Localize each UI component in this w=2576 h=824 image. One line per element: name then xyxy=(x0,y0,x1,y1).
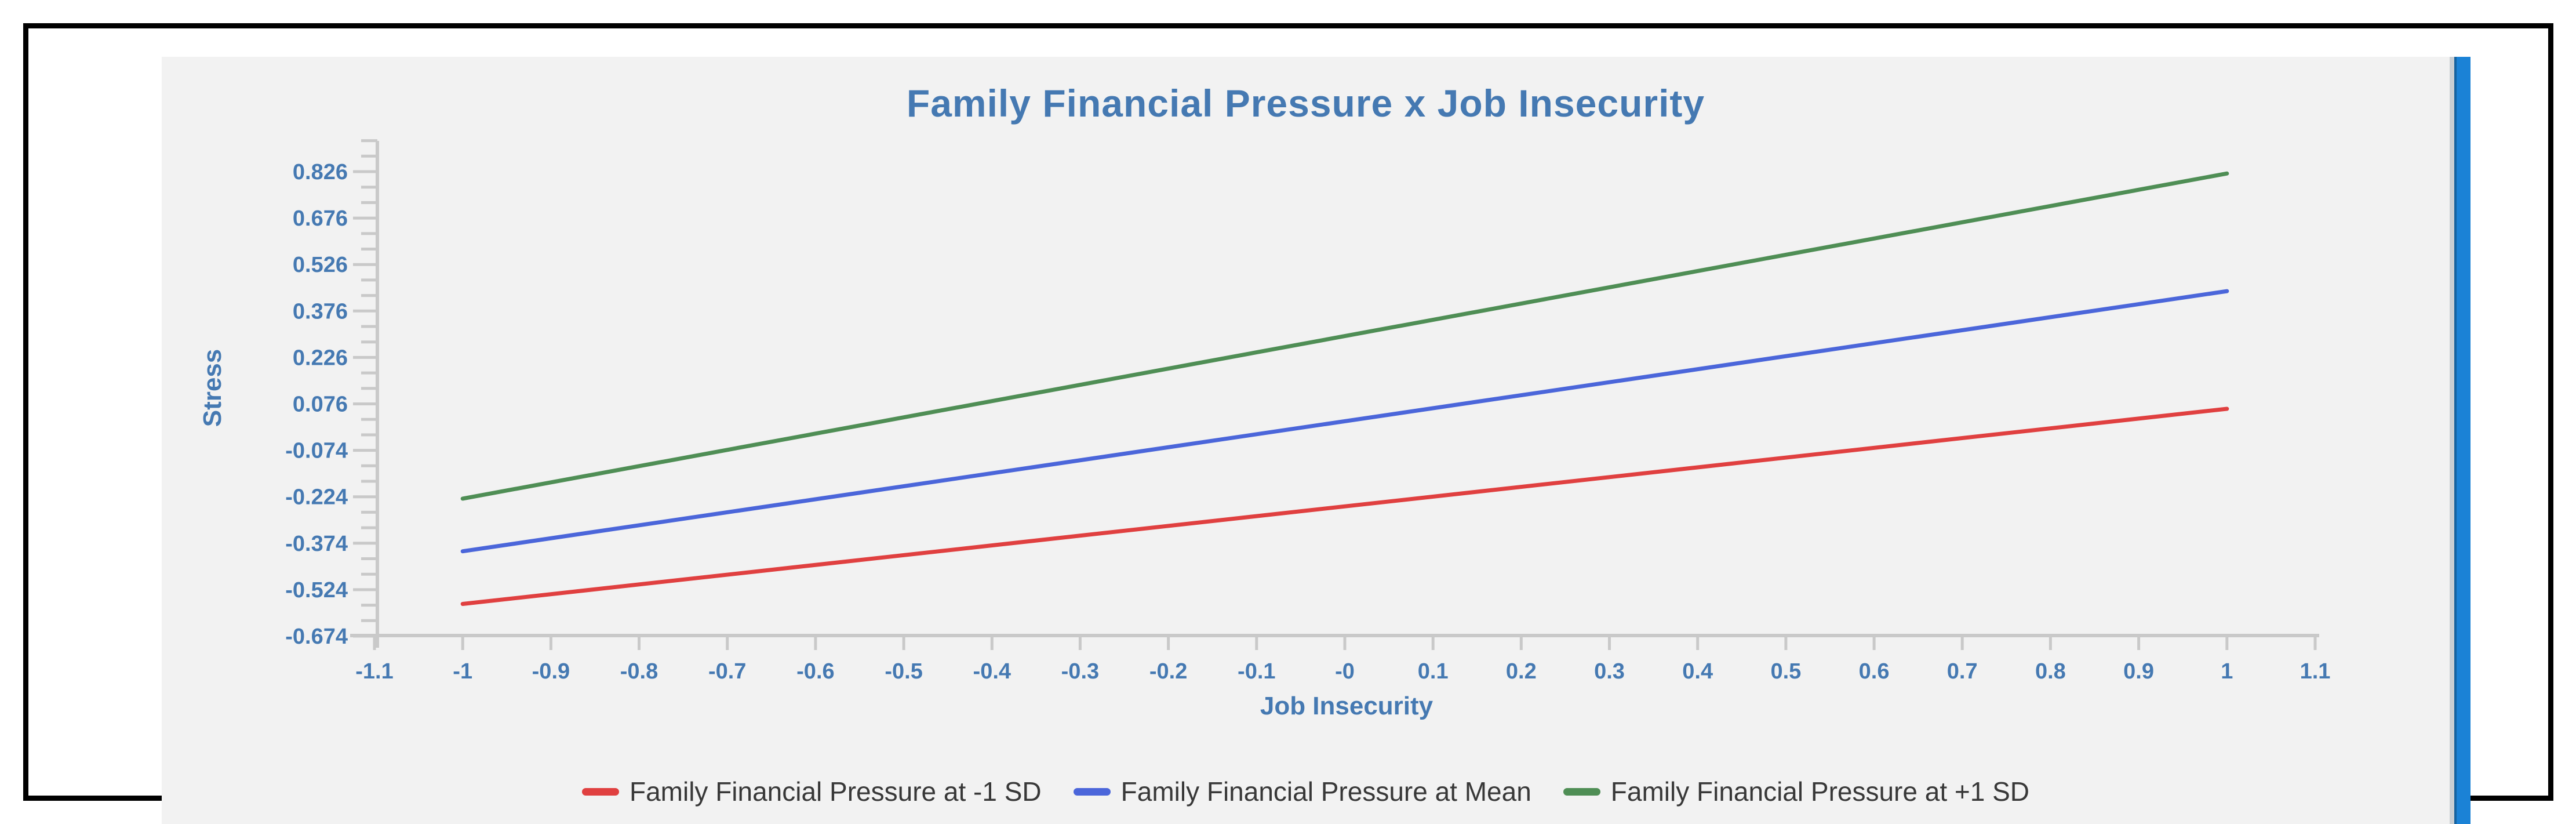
x-tick-label: 0.6 xyxy=(1859,659,1890,684)
legend-swatch-icon xyxy=(1073,787,1111,796)
x-axis-title: Job Insecurity xyxy=(1260,692,1433,720)
y-tick-label: -0.374 xyxy=(285,532,348,556)
x-tick-label: -0 xyxy=(1335,659,1355,684)
y-tick-label: 0.526 xyxy=(293,253,348,277)
window-frame: Family Financial Pressure x Job Insecuri… xyxy=(23,23,2553,824)
x-tick-label: 1 xyxy=(2221,659,2233,684)
x-tick-label: 0.2 xyxy=(1506,659,1537,684)
legend-swatch-icon xyxy=(1563,787,1600,796)
legend-item-0: Family Financial Pressure at -1 SD xyxy=(581,776,1042,807)
x-tick-label: -0.8 xyxy=(620,659,658,684)
series-line-1 xyxy=(460,289,2229,554)
legend: Family Financial Pressure at -1 SD Family… xyxy=(162,771,2450,812)
x-tick-label: 0.4 xyxy=(1682,659,1713,684)
x-tick-label: 0.9 xyxy=(2123,659,2154,684)
legend-swatch-icon xyxy=(581,787,619,796)
legend-item-2: Family Financial Pressure at +1 SD xyxy=(1563,776,2029,807)
y-axis-title: Stress xyxy=(198,349,227,427)
y-tick-label: 0.676 xyxy=(293,206,348,231)
x-tick-label: -0.3 xyxy=(1061,659,1099,684)
y-tick-label: 0.376 xyxy=(293,299,348,324)
legend-label: Family Financial Pressure at Mean xyxy=(1120,776,1531,807)
x-tick-label: -0.7 xyxy=(708,659,746,684)
y-tick-label: -0.674 xyxy=(285,625,348,649)
legend-label: Family Financial Pressure at +1 SD xyxy=(1610,776,2030,807)
x-tick-label: -1.1 xyxy=(355,659,393,684)
scrollbar-thumb[interactable] xyxy=(2454,57,2471,824)
scrollbar-track[interactable] xyxy=(2450,57,2454,824)
y-tick-label: -0.074 xyxy=(285,439,348,463)
x-tick-label: 0.3 xyxy=(1594,659,1625,684)
series-line-2 xyxy=(460,171,2229,501)
chart-panel: Family Financial Pressure x Job Insecuri… xyxy=(162,57,2450,824)
legend-item-1: Family Financial Pressure at Mean xyxy=(1073,776,1531,807)
y-tick-label: 0.076 xyxy=(293,393,348,417)
x-tick-label: -0.4 xyxy=(973,659,1011,684)
legend-label: Family Financial Pressure at -1 SD xyxy=(629,776,1042,807)
y-tick-label: -0.524 xyxy=(285,578,348,602)
chart-title: Family Financial Pressure x Job Insecuri… xyxy=(906,82,1705,125)
plot-area: 0.826 0.676 0.526 0.376 0.226 0.076 -0.074 -0.2… xyxy=(198,139,2331,720)
x-tick-label: 0.5 xyxy=(1770,659,1801,684)
x-tick-label: -1 xyxy=(453,659,472,684)
x-tick-label: 0.7 xyxy=(1947,659,1978,684)
x-tick-label: 1.1 xyxy=(2300,659,2331,684)
y-tick-label: 0.226 xyxy=(293,346,348,370)
x-tick-label: -0.2 xyxy=(1149,659,1187,684)
y-tick-label: 0.826 xyxy=(293,160,348,184)
x-tick-label: -0.9 xyxy=(532,659,570,684)
y-tick-label: -0.224 xyxy=(285,485,348,510)
x-tick-label: -0.1 xyxy=(1238,659,1275,684)
x-tick-label: 0.8 xyxy=(2035,659,2066,684)
x-tick-label: -0.5 xyxy=(885,659,922,684)
x-tick-label: -0.6 xyxy=(796,659,834,684)
series-line-0 xyxy=(460,406,2229,606)
x-tick-label: 0.1 xyxy=(1418,659,1449,684)
